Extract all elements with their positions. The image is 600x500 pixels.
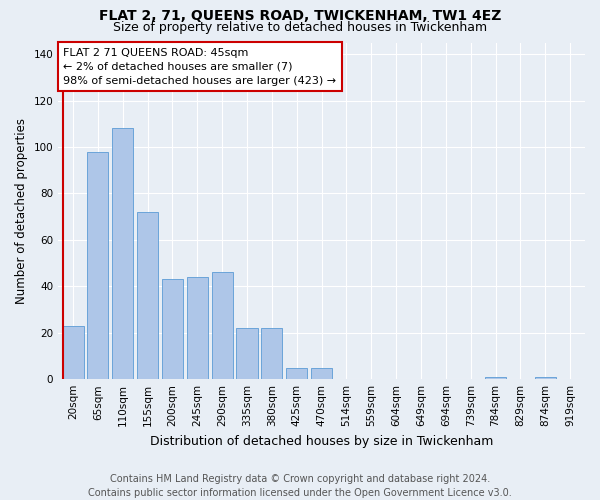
Bar — [262, 328, 283, 379]
Bar — [212, 272, 233, 379]
Bar — [88, 152, 109, 379]
X-axis label: Distribution of detached houses by size in Twickenham: Distribution of detached houses by size … — [150, 434, 493, 448]
Bar — [485, 377, 506, 379]
Y-axis label: Number of detached properties: Number of detached properties — [15, 118, 28, 304]
Bar — [112, 128, 133, 379]
Bar — [162, 280, 183, 379]
Bar — [137, 212, 158, 379]
Text: Contains HM Land Registry data © Crown copyright and database right 2024.
Contai: Contains HM Land Registry data © Crown c… — [88, 474, 512, 498]
Bar — [535, 377, 556, 379]
Bar — [62, 326, 83, 379]
Bar — [286, 368, 307, 379]
Bar — [311, 368, 332, 379]
Text: FLAT 2 71 QUEENS ROAD: 45sqm
← 2% of detached houses are smaller (7)
98% of semi: FLAT 2 71 QUEENS ROAD: 45sqm ← 2% of det… — [64, 48, 337, 86]
Text: FLAT 2, 71, QUEENS ROAD, TWICKENHAM, TW1 4EZ: FLAT 2, 71, QUEENS ROAD, TWICKENHAM, TW1… — [99, 9, 501, 23]
Bar — [187, 277, 208, 379]
Text: Size of property relative to detached houses in Twickenham: Size of property relative to detached ho… — [113, 21, 487, 34]
Bar — [236, 328, 257, 379]
